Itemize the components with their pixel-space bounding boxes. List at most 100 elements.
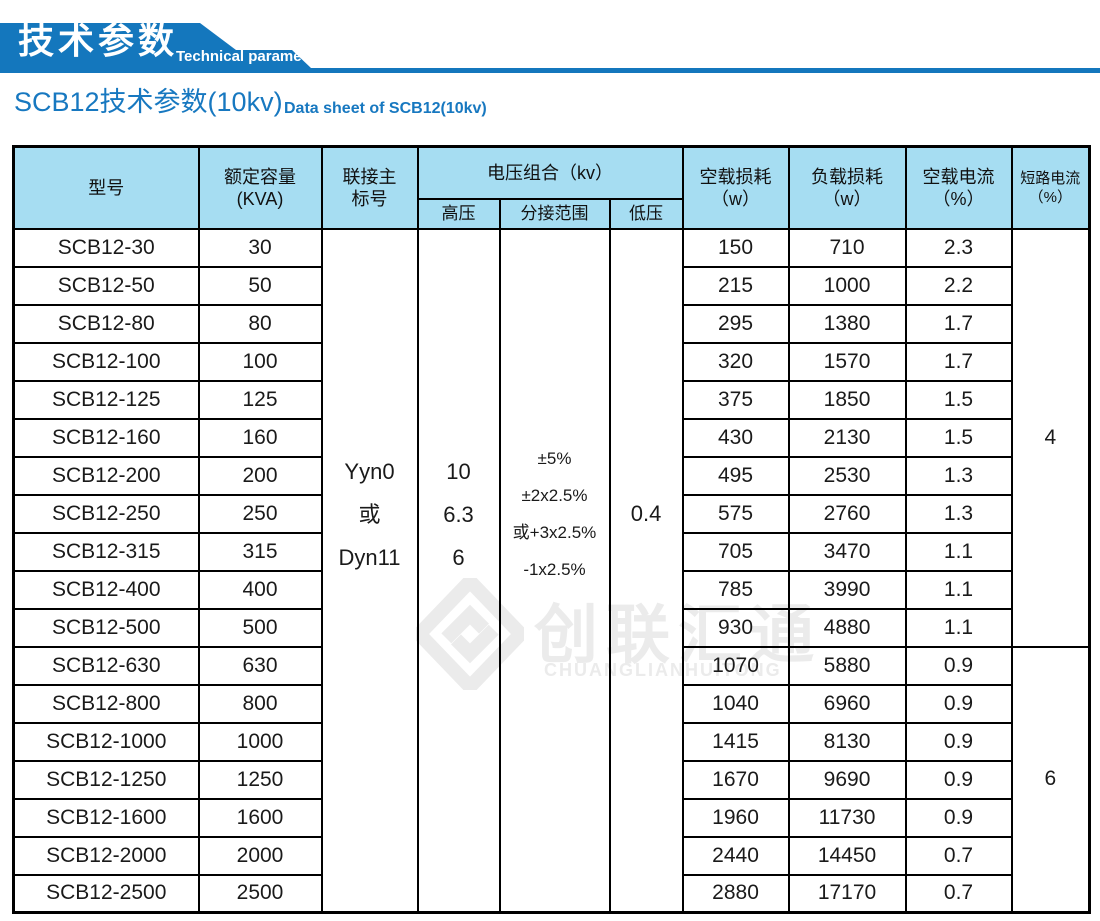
kva-cell: 250 bbox=[197, 493, 323, 534]
model-cell: SCB12-200 bbox=[12, 455, 200, 496]
no-load-current-cell: 2.2 bbox=[904, 265, 1013, 306]
model-cell: SCB12-100 bbox=[12, 341, 200, 382]
table-row: SCB12-315 315 705 3470 1.1 bbox=[12, 531, 1090, 572]
no-load-loss-cell: 215 bbox=[681, 265, 790, 306]
col-header-capacity-line2: (KVA) bbox=[236, 188, 284, 209]
table-row: SCB12-250 250 575 2760 1.3 bbox=[12, 493, 1090, 534]
model-cell: SCB12-400 bbox=[12, 569, 200, 610]
no-load-current-cell: 1.3 bbox=[904, 455, 1013, 496]
tap-range-cell-line: ±2x2.5% bbox=[521, 486, 588, 506]
model-cell: SCB12-2000 bbox=[12, 835, 200, 876]
load-loss-cell: 14450 bbox=[787, 835, 907, 876]
load-loss-cell: 710 bbox=[787, 227, 907, 268]
load-loss-cell: 1000 bbox=[787, 265, 907, 306]
tap-range-cell-line: ±5% bbox=[537, 449, 572, 469]
col-header-load-loss: 负载损耗 （w） bbox=[787, 145, 907, 230]
tap-range-cell: ±5% ±2x2.5% 或+3x2.5% -1x2.5% bbox=[498, 227, 611, 914]
no-load-loss-cell: 2440 bbox=[681, 835, 790, 876]
load-loss-cell: 3470 bbox=[787, 531, 907, 572]
table-row: SCB12-1250 1250 1670 9690 0.9 bbox=[12, 759, 1090, 800]
kva-cell: 630 bbox=[197, 645, 323, 686]
hv-cell: 10 6.3 6 bbox=[416, 227, 501, 914]
col-header-capacity: 额定容量 (KVA) bbox=[197, 145, 323, 230]
model-cell: SCB12-1250 bbox=[12, 759, 200, 800]
load-loss-cell: 17170 bbox=[787, 873, 907, 914]
table-row: SCB12-1000 1000 1415 8130 0.9 bbox=[12, 721, 1090, 762]
load-loss-cell: 1380 bbox=[787, 303, 907, 344]
kva-cell: 2500 bbox=[197, 873, 323, 914]
col-header-short-circuit-current: 短路电流 （%） bbox=[1010, 145, 1091, 230]
kva-cell: 315 bbox=[197, 531, 323, 572]
load-loss-cell: 2530 bbox=[787, 455, 907, 496]
col-header-no-load-loss-line1: 空载损耗 bbox=[699, 166, 772, 187]
no-load-loss-cell: 575 bbox=[681, 493, 790, 534]
kva-cell: 30 bbox=[197, 227, 323, 268]
model-cell: SCB12-1000 bbox=[12, 721, 200, 762]
load-loss-cell: 3990 bbox=[787, 569, 907, 610]
col-header-no-load-current-line1: 空载电流 bbox=[922, 166, 995, 187]
col-header-vector-line2: 标号 bbox=[351, 188, 388, 209]
hv-cell-line: 6.3 bbox=[443, 501, 474, 527]
table-row: SCB12-500 500 930 4880 1.1 bbox=[12, 607, 1090, 648]
no-load-current-cell: 1.5 bbox=[904, 417, 1013, 458]
no-load-current-cell: 0.9 bbox=[904, 759, 1013, 800]
table-row: SCB12-400 400 785 3990 1.1 bbox=[12, 569, 1090, 610]
no-load-current-cell: 1.1 bbox=[904, 569, 1013, 610]
lv-cell: 0.4 bbox=[608, 227, 684, 914]
no-load-loss-cell: 1040 bbox=[681, 683, 790, 724]
kva-cell: 160 bbox=[197, 417, 323, 458]
model-cell: SCB12-30 bbox=[12, 227, 200, 268]
load-loss-cell: 5880 bbox=[787, 645, 907, 686]
no-load-loss-cell: 705 bbox=[681, 531, 790, 572]
hv-cell-line: 6 bbox=[452, 544, 465, 570]
header-row-2: 高压 分接范围 低压 bbox=[14, 197, 1090, 230]
vector-group-cell-line: 或 bbox=[358, 501, 381, 527]
model-cell: SCB12-2500 bbox=[12, 873, 200, 914]
no-load-current-cell: 0.9 bbox=[904, 797, 1013, 838]
kva-cell: 1600 bbox=[197, 797, 323, 838]
model-cell: SCB12-315 bbox=[12, 531, 200, 572]
no-load-current-cell: 0.9 bbox=[904, 683, 1013, 724]
no-load-current-cell: 1.1 bbox=[904, 607, 1013, 648]
banner-subtitle: Technical parameter bbox=[176, 48, 321, 65]
table-row: SCB12-160 160 430 2130 1.5 bbox=[12, 417, 1090, 458]
model-cell: SCB12-250 bbox=[12, 493, 200, 534]
kva-cell: 50 bbox=[197, 265, 323, 306]
model-cell: SCB12-800 bbox=[12, 683, 200, 724]
table-row: SCB12-100 100 320 1570 1.7 bbox=[12, 341, 1090, 382]
technical-parameter-table: 型号 额定容量 (KVA) 联接主 标号 电压组合（kv） 空载损耗 （w） 负… bbox=[12, 145, 1092, 914]
banner-title: 技术参数 bbox=[18, 20, 179, 61]
kva-cell: 100 bbox=[197, 341, 323, 382]
vector-group-cell: Yyn0 或 Dyn11 bbox=[320, 227, 419, 914]
short-circuit-cell: 6 bbox=[1010, 645, 1091, 914]
no-load-current-cell: 1.5 bbox=[904, 379, 1013, 420]
no-load-loss-cell: 295 bbox=[681, 303, 790, 344]
vector-group-cell-line: Yyn0 bbox=[344, 458, 395, 484]
col-header-tap-range: 分接范围 bbox=[498, 197, 611, 230]
load-loss-cell: 2760 bbox=[787, 493, 907, 534]
page-title: SCB12技术参数(10kv) bbox=[14, 87, 283, 117]
col-header-lv: 低压 bbox=[608, 197, 684, 230]
no-load-loss-cell: 1670 bbox=[681, 759, 790, 800]
kva-cell: 200 bbox=[197, 455, 323, 496]
table-row: SCB12-200 200 495 2530 1.3 bbox=[12, 455, 1090, 496]
model-cell: SCB12-630 bbox=[12, 645, 200, 686]
kva-cell: 125 bbox=[197, 379, 323, 420]
col-header-short-circuit-line1: 短路电流 bbox=[1020, 169, 1081, 187]
col-header-short-circuit-line2: （%） bbox=[1028, 188, 1072, 206]
col-header-vector-group: 联接主 标号 bbox=[320, 145, 419, 230]
model-cell: SCB12-125 bbox=[12, 379, 200, 420]
no-load-current-cell: 1.7 bbox=[904, 303, 1013, 344]
header-row-1: 型号 额定容量 (KVA) 联接主 标号 电压组合（kv） 空载损耗 （w） 负… bbox=[12, 145, 1091, 230]
no-load-loss-cell: 375 bbox=[681, 379, 790, 420]
load-loss-cell: 2130 bbox=[787, 417, 907, 458]
col-header-capacity-line1: 额定容量 bbox=[224, 166, 296, 187]
table-body: SCB12-30 30 Yyn0 或 Dyn11 10 6.3 6 ±5% ±2x2.5% 或+3x… bbox=[12, 227, 1091, 914]
no-load-loss-cell: 930 bbox=[681, 607, 790, 648]
no-load-current-cell: 1.3 bbox=[904, 493, 1013, 534]
page-title-en: Data sheet of SCB12(10kv) bbox=[284, 100, 487, 117]
table-row: SCB12-800 800 1040 6960 0.9 bbox=[12, 683, 1090, 724]
model-cell: SCB12-160 bbox=[12, 417, 200, 458]
tap-range-cell-line: -1x2.5% bbox=[523, 560, 586, 580]
no-load-loss-cell: 785 bbox=[681, 569, 790, 610]
